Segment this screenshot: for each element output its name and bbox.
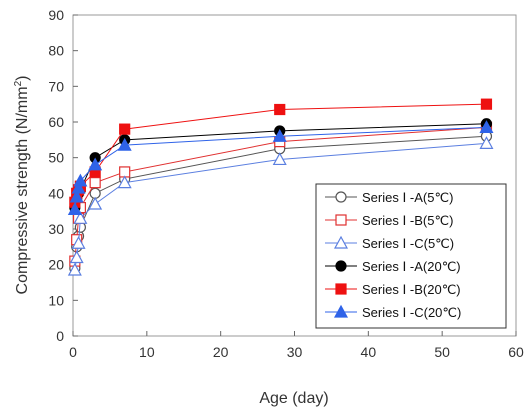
y-tick-label: 0 bbox=[56, 328, 64, 344]
data-point bbox=[272, 129, 287, 142]
legend-entry: Series Ⅰ -B(5℃) bbox=[325, 213, 453, 228]
data-point bbox=[480, 98, 493, 110]
y-axis-label-main: Compressive strength (N/mm bbox=[14, 86, 31, 294]
legend-marker bbox=[333, 304, 349, 318]
y-axis-label-tail: ) bbox=[14, 76, 31, 81]
x-tick-label: 30 bbox=[287, 344, 303, 360]
data-point bbox=[73, 211, 88, 224]
legend-label: Series Ⅰ -B(20℃) bbox=[362, 282, 461, 297]
data-point bbox=[274, 103, 286, 116]
legend-entry: Series Ⅰ -B(20℃) bbox=[325, 282, 461, 297]
y-tick-label: 50 bbox=[48, 150, 64, 166]
data-point bbox=[67, 202, 82, 215]
series-6 bbox=[67, 120, 494, 215]
legend-label: Series Ⅰ -A(5℃) bbox=[362, 190, 453, 205]
y-axis-label: Compressive strength (N/mm2) bbox=[13, 76, 31, 295]
x-tick-label: 20 bbox=[213, 344, 229, 360]
x-tick-label: 60 bbox=[508, 344, 524, 360]
legend-entry: Series Ⅰ -C(20℃) bbox=[325, 304, 461, 320]
y-tick-label: 60 bbox=[48, 114, 64, 130]
data-point bbox=[479, 120, 494, 133]
x-tick-label: 50 bbox=[434, 344, 450, 360]
x-tick-label: 0 bbox=[69, 344, 77, 360]
data-point bbox=[67, 262, 82, 276]
y-tick-label: 30 bbox=[48, 221, 64, 237]
legend-label: Series Ⅰ -C(20℃) bbox=[362, 305, 461, 320]
x-axis: 0 10 20 30 40 50 60 bbox=[69, 331, 524, 360]
series-layer bbox=[67, 98, 494, 276]
data-point bbox=[479, 136, 494, 149]
y-tick-label: 10 bbox=[48, 292, 64, 308]
y-axis: 0 10 20 30 40 50 60 70 80 90 bbox=[48, 7, 78, 344]
x-tick-label: 40 bbox=[361, 344, 377, 360]
legend-label: Series Ⅰ -A(20℃) bbox=[362, 259, 461, 274]
data-point bbox=[71, 180, 86, 194]
data-point bbox=[73, 173, 88, 187]
legend-marker bbox=[335, 214, 347, 226]
legend: Series Ⅰ -A(5℃) Series Ⅰ -B(5℃) Series Ⅰ -… bbox=[315, 183, 507, 329]
legend-marker bbox=[333, 235, 349, 249]
y-tick-label: 70 bbox=[48, 78, 64, 94]
legend-marker bbox=[335, 191, 347, 203]
data-point bbox=[119, 123, 131, 135]
legend-entry: Series Ⅰ -A(5℃) bbox=[325, 190, 453, 205]
data-point bbox=[88, 196, 103, 210]
data-point bbox=[71, 236, 86, 249]
data-point bbox=[88, 157, 103, 171]
legend-marker bbox=[335, 283, 347, 295]
legend-box bbox=[315, 183, 507, 329]
data-point bbox=[69, 189, 84, 203]
data-point bbox=[69, 250, 84, 264]
y-tick-label: 80 bbox=[48, 43, 64, 59]
y-tick-label: 40 bbox=[48, 185, 64, 201]
legend-marker bbox=[335, 260, 347, 272]
x-tick-label: 10 bbox=[139, 344, 155, 360]
x-axis-label: Age (day) bbox=[259, 390, 328, 407]
data-point bbox=[117, 175, 132, 189]
y-axis-label-superscript: 2 bbox=[13, 80, 24, 86]
data-point bbox=[272, 152, 287, 166]
legend-label: Series Ⅰ -B(5℃) bbox=[362, 213, 453, 228]
series-3 bbox=[67, 136, 494, 276]
legend-entry: Series Ⅰ -A(20℃) bbox=[325, 259, 461, 274]
legend-label: Series Ⅰ -C(5℃) bbox=[362, 236, 454, 251]
data-point bbox=[117, 137, 132, 151]
legend-entry: Series Ⅰ -C(5℃) bbox=[325, 235, 454, 251]
data-point bbox=[89, 177, 101, 189]
y-tick-label: 90 bbox=[48, 7, 64, 23]
y-tick-label: 20 bbox=[48, 257, 64, 273]
